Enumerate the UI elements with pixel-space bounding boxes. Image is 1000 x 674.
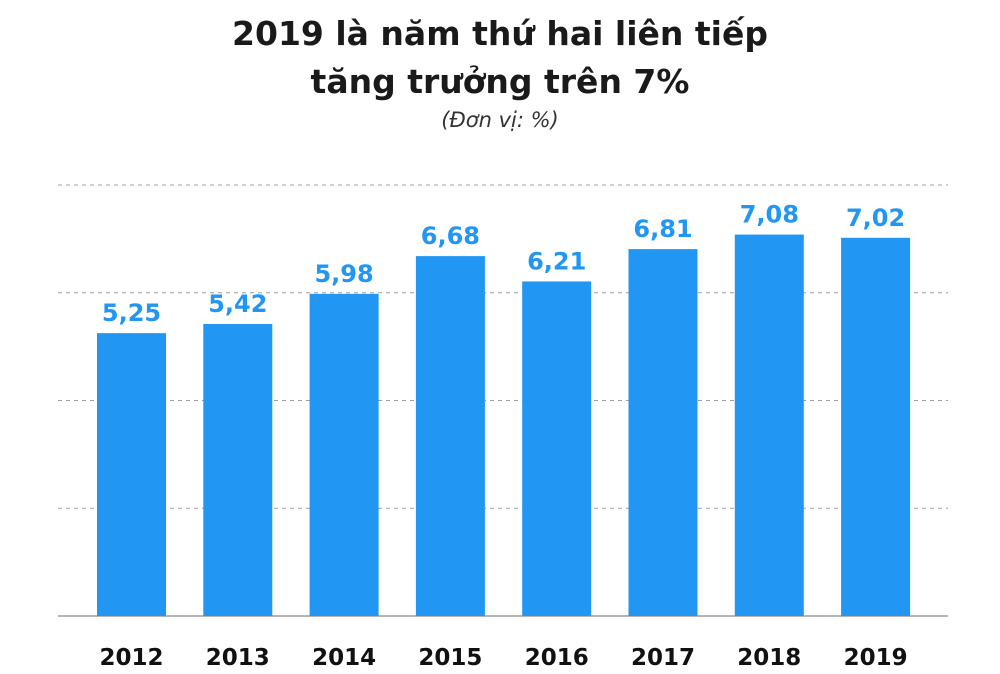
bar-2017 bbox=[628, 249, 698, 616]
data-label: 6,21 bbox=[527, 247, 586, 275]
bar-2018 bbox=[734, 234, 804, 616]
bar-2013 bbox=[203, 323, 273, 616]
bar-2014 bbox=[309, 293, 379, 616]
x-tick-label: 2014 bbox=[312, 645, 376, 671]
chart-title-line1: 2019 là năm thứ hai liên tiếp bbox=[232, 14, 768, 53]
chart-subtitle: (Đơn vị: %) bbox=[441, 108, 559, 132]
x-tick-label: 2017 bbox=[631, 645, 695, 671]
x-tick-label: 2018 bbox=[737, 645, 801, 671]
data-label: 6,68 bbox=[421, 222, 480, 250]
data-label: 5,98 bbox=[314, 260, 373, 288]
data-label: 7,08 bbox=[740, 201, 799, 229]
bar-2015 bbox=[415, 256, 485, 616]
bar-2016 bbox=[522, 281, 592, 616]
x-tick-label: 2013 bbox=[206, 645, 270, 671]
data-label: 5,25 bbox=[102, 299, 161, 327]
data-label: 6,81 bbox=[633, 215, 692, 243]
x-tick-label: 2012 bbox=[99, 645, 163, 671]
data-label: 7,02 bbox=[846, 204, 905, 232]
bar-2012 bbox=[97, 333, 166, 616]
x-tick-label: 2016 bbox=[525, 645, 589, 671]
chart-title-line2: tăng trưởng trên 7% bbox=[310, 62, 690, 101]
x-tick-label: 2019 bbox=[844, 645, 908, 671]
data-label: 5,42 bbox=[208, 290, 267, 318]
bar-2019 bbox=[841, 237, 911, 617]
x-tick-label: 2015 bbox=[418, 645, 482, 671]
